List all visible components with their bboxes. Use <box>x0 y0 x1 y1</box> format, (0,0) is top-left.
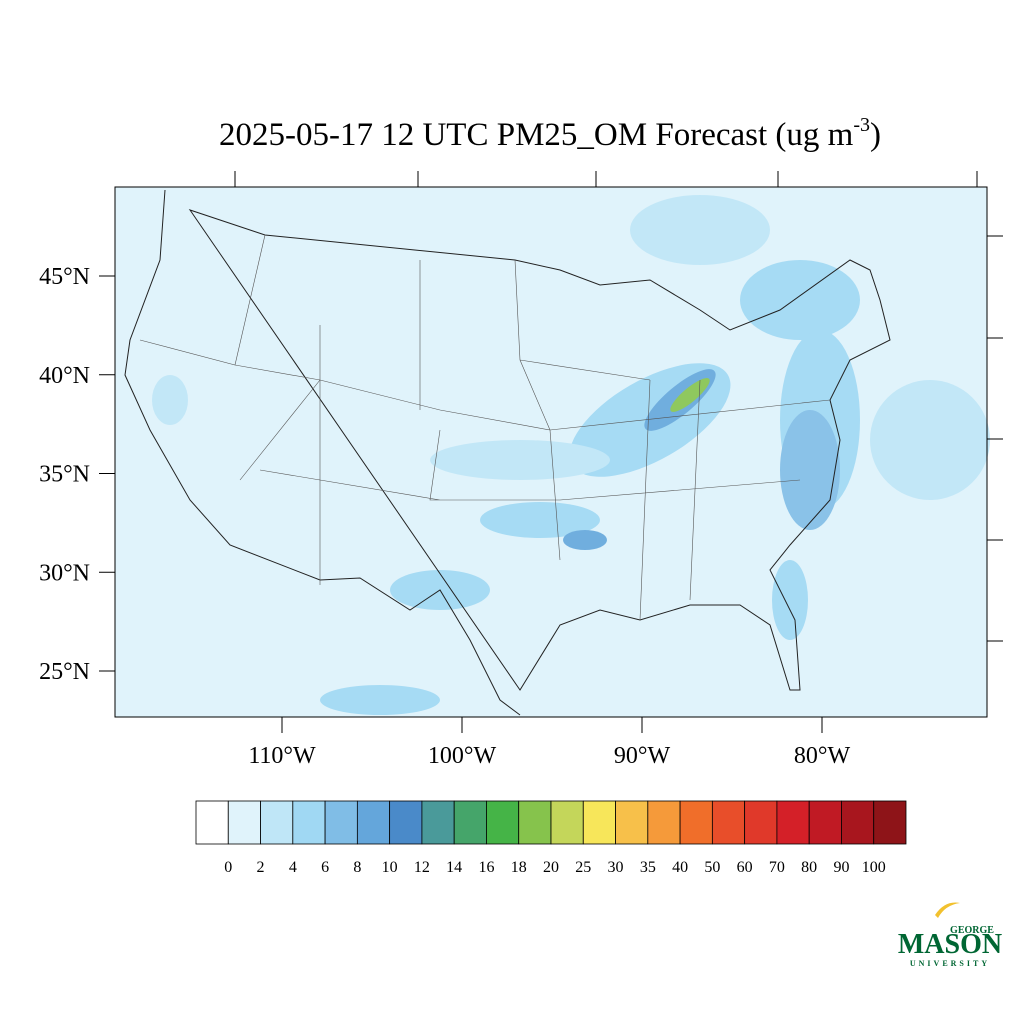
frame-ticks <box>234 171 1003 642</box>
title-superscript: -3 <box>853 114 870 136</box>
lon-label: 100°W <box>428 743 497 769</box>
colorbar-box <box>292 800 326 845</box>
colorbar-box <box>615 800 649 845</box>
lon-label: 80°W <box>794 743 851 769</box>
colorbar-box <box>550 800 584 845</box>
colorbar-label: 16 <box>478 859 494 876</box>
colorbar-label: 10 <box>382 859 398 876</box>
colorbar-label: 35 <box>640 859 656 876</box>
lat-label: 45°N <box>39 264 90 290</box>
lat-label: 25°N <box>39 659 90 685</box>
colorbar-box <box>195 800 229 845</box>
colorbar-box <box>711 800 746 845</box>
colorbar-label: 80 <box>801 859 817 876</box>
colorbar-label: 14 <box>446 859 462 876</box>
logo-top: GEORGE <box>950 925 994 936</box>
colorbar-label: 50 <box>704 859 720 876</box>
colorbar-box <box>324 800 358 845</box>
latitude-axis: 45°N 40°N 35°N 30°N 25°N <box>39 264 115 685</box>
colorbar: 0 2 4 6 8 10 12 14 16 18 20 25 30 35 40 50 60 70 80 90 100 <box>195 800 907 876</box>
colorbar-box <box>582 800 616 845</box>
lon-label: 90°W <box>614 743 671 769</box>
coastline <box>124 189 891 716</box>
colorbar-label: 100 <box>862 859 886 876</box>
colorbar-box <box>873 800 907 845</box>
colorbar-label: 12 <box>414 859 430 876</box>
colorbar-box <box>453 800 487 845</box>
colorbar-box <box>744 800 778 845</box>
colorbar-box <box>486 800 520 845</box>
colorbar-label: 25 <box>575 859 591 876</box>
colorbar-box <box>647 800 681 845</box>
lon-label: 110°W <box>248 743 316 769</box>
map-title: 2025-05-17 12 UTC PM25_OM Forecast (ug m… <box>219 114 881 153</box>
concentration-field <box>152 195 990 715</box>
colorbar-box <box>421 800 455 845</box>
colorbar-box <box>260 800 294 845</box>
map: 45°N 40°N 35°N 30°N 25°N 110°W 100°W 90°W 80°W <box>39 171 1003 769</box>
colorbar-box <box>227 800 261 845</box>
colorbar-label: 70 <box>769 859 785 876</box>
colorbar-label: 18 <box>511 859 527 876</box>
colorbar-box <box>518 800 552 845</box>
lat-label: 30°N <box>39 560 90 586</box>
colorbar-label: 20 <box>543 859 559 876</box>
logo-bottom: UNIVERSITY <box>910 959 990 968</box>
map-frame <box>114 186 988 718</box>
title-text: 2025-05-17 12 UTC PM25_OM Forecast (ug m <box>219 117 854 153</box>
colorbar-label: 4 <box>289 859 297 876</box>
colorbar-label: 60 <box>737 859 753 876</box>
longitude-axis: 110°W 100°W 90°W 80°W <box>248 717 850 769</box>
colorbar-box <box>776 800 810 845</box>
colorbar-label: 40 <box>672 859 688 876</box>
lat-label: 35°N <box>39 462 90 488</box>
logo-main: MASON <box>898 929 1002 960</box>
colorbar-box <box>808 800 842 845</box>
state-borders <box>139 234 831 621</box>
lat-label: 40°N <box>39 363 90 389</box>
colorbar-box <box>679 800 713 845</box>
title-suffix: ) <box>870 117 881 153</box>
colorbar-label: 6 <box>321 859 329 876</box>
logo: GEORGE MASON UNIVERSITY <box>898 902 1002 968</box>
logo-flame <box>935 902 960 918</box>
colorbar-box <box>389 800 423 845</box>
colorbar-label: 0 <box>224 859 232 876</box>
colorbar-label: 30 <box>608 859 624 876</box>
colorbar-box <box>356 800 391 845</box>
colorbar-box <box>841 800 875 845</box>
colorbar-label: 8 <box>353 859 361 876</box>
colorbar-label: 90 <box>833 859 849 876</box>
colorbar-label: 2 <box>257 859 265 876</box>
